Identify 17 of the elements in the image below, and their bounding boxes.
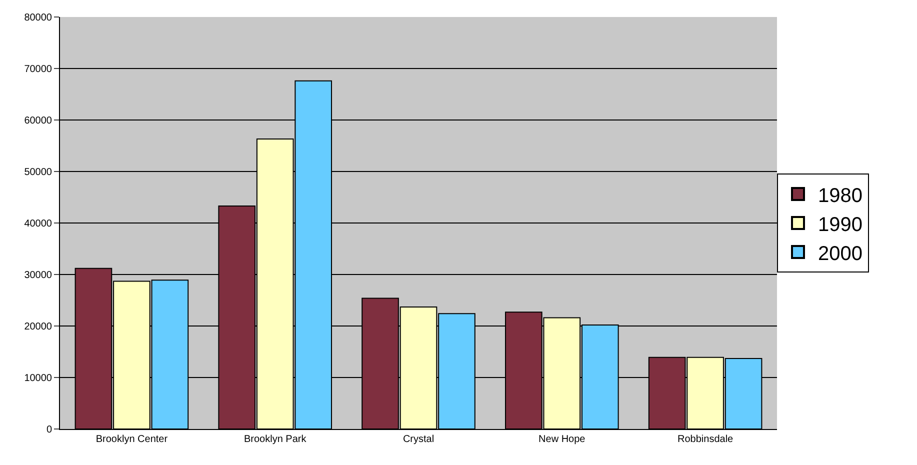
x-tick-label: New Hope [538, 434, 586, 445]
legend-label: 1980 [818, 184, 862, 207]
x-tick-label: Robbinsdale [677, 434, 734, 445]
legend-label: 2000 [818, 242, 862, 265]
y-tick-label: 0 [46, 424, 52, 436]
legend-label: 1990 [818, 214, 862, 236]
y-tick-label: 30000 [24, 270, 52, 281]
y-tick-label: 40000 [24, 218, 52, 230]
y-tick-label: 10000 [24, 373, 52, 384]
y-tick-label: 60000 [24, 116, 52, 126]
x-tick-label: Crystal [402, 434, 434, 445]
x-tick-label: Brooklyn Center [96, 434, 168, 445]
y-tick-label: 80000 [24, 12, 52, 24]
y-tick-label: 20000 [24, 322, 52, 332]
y-tick-label: 50000 [24, 167, 52, 178]
y-tick-label: 70000 [24, 64, 52, 75]
x-tick-label: Brooklyn Park [244, 434, 308, 445]
